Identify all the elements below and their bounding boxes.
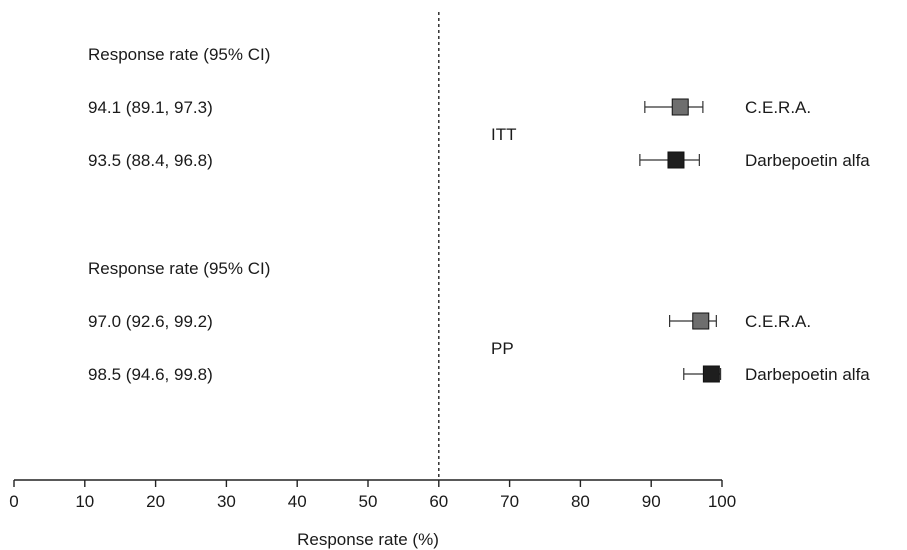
x-tick-label: 90 bbox=[642, 492, 661, 511]
x-tick-label: 100 bbox=[708, 492, 736, 511]
group-header: Response rate (95% CI) bbox=[88, 45, 270, 64]
row-value-label: 98.5 (94.6, 99.8) bbox=[88, 365, 213, 384]
x-tick-label: 50 bbox=[359, 492, 378, 511]
point-estimate-marker bbox=[671, 98, 689, 116]
x-tick-label: 60 bbox=[429, 492, 448, 511]
x-tick-label: 70 bbox=[500, 492, 519, 511]
row-value-label: 94.1 (89.1, 97.3) bbox=[88, 98, 213, 117]
x-axis-label: Response rate (%) bbox=[297, 530, 439, 549]
series-label: Darbepoetin alfa bbox=[745, 151, 870, 170]
x-tick-label: 20 bbox=[146, 492, 165, 511]
series-label: C.E.R.A. bbox=[745, 98, 811, 117]
x-tick-label: 40 bbox=[288, 492, 307, 511]
x-tick-label: 10 bbox=[75, 492, 94, 511]
x-tick-label: 0 bbox=[9, 492, 18, 511]
series-label: C.E.R.A. bbox=[745, 312, 811, 331]
series-label: Darbepoetin alfa bbox=[745, 365, 870, 384]
row-value-label: 97.0 (92.6, 99.2) bbox=[88, 312, 213, 331]
point-estimate-marker bbox=[692, 312, 710, 330]
group-header: Response rate (95% CI) bbox=[88, 259, 270, 278]
group-label: ITT bbox=[491, 125, 517, 144]
group-label: PP bbox=[491, 339, 514, 358]
x-tick-label: 30 bbox=[217, 492, 236, 511]
row-value-label: 93.5 (88.4, 96.8) bbox=[88, 151, 213, 170]
point-estimate-marker bbox=[702, 365, 720, 383]
point-estimate-marker bbox=[667, 151, 685, 169]
x-tick-label: 80 bbox=[571, 492, 590, 511]
